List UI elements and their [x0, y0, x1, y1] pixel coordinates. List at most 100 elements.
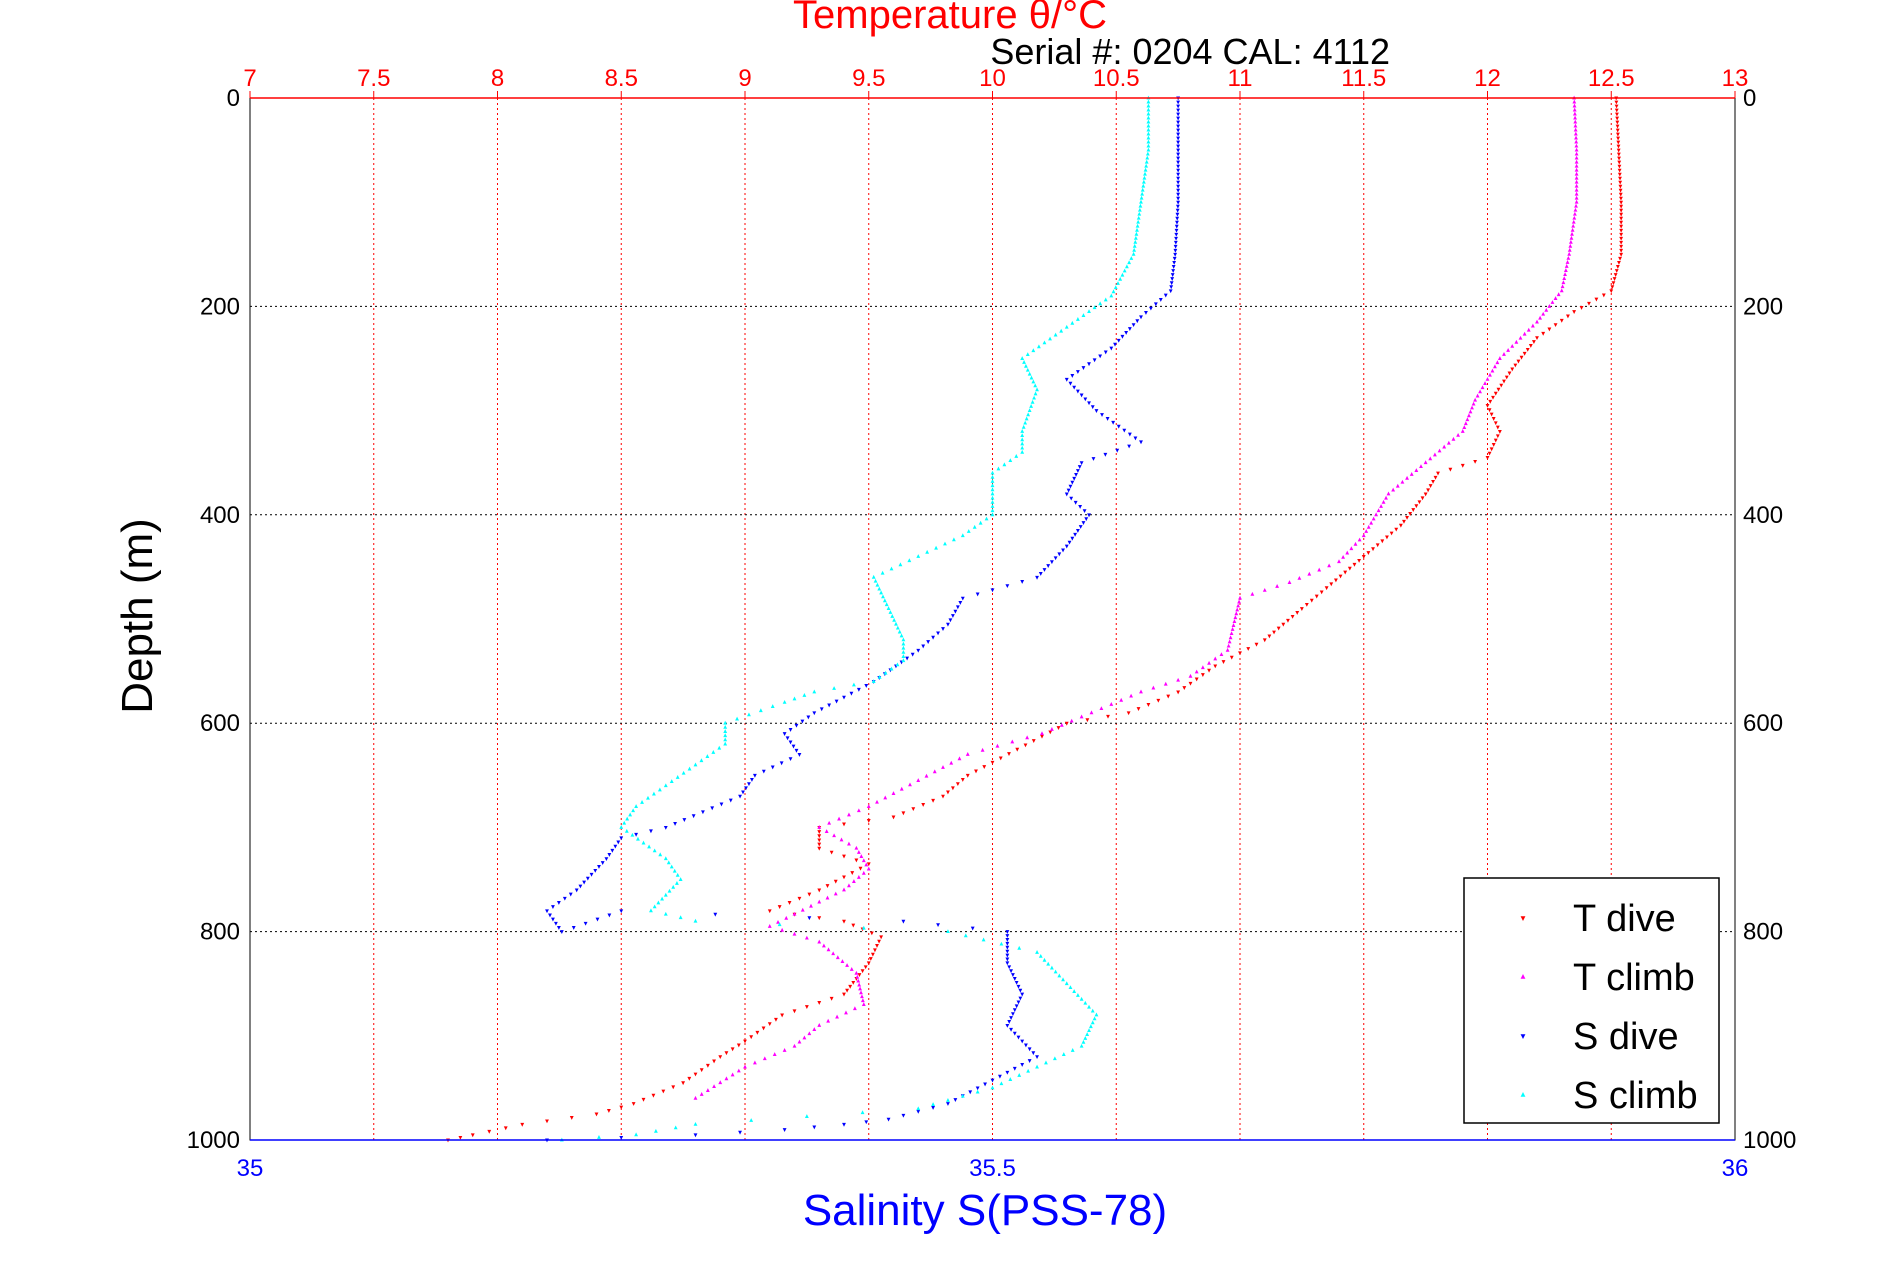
data-point: [671, 1085, 676, 1090]
data-point: [1615, 116, 1620, 121]
data-point: [842, 887, 846, 892]
data-point: [1023, 363, 1028, 368]
temperature-tick-label: 8: [491, 65, 504, 92]
data-point: [866, 819, 871, 823]
data-point: [1073, 532, 1078, 537]
data-point: [711, 749, 716, 754]
data-point: [1176, 188, 1181, 193]
depth-tick-label-right: 0: [1743, 85, 1756, 112]
data-point: [1617, 172, 1622, 177]
data-point: [1064, 324, 1069, 329]
data-point: [1176, 144, 1181, 149]
temperature-tick-label: 10: [979, 65, 1006, 92]
data-point: [899, 786, 904, 791]
data-point: [1040, 734, 1044, 739]
data-point: [817, 1001, 822, 1005]
data-point: [1098, 354, 1103, 359]
data-point: [880, 570, 885, 575]
data-point: [785, 736, 790, 741]
data-point: [1081, 1039, 1086, 1044]
data-point: [953, 1098, 958, 1103]
data-point: [1118, 276, 1123, 281]
data-point: [1035, 1055, 1039, 1060]
data-point: [891, 815, 896, 820]
data-point: [1513, 363, 1518, 368]
data-point: [1572, 310, 1577, 315]
data-point: [1094, 409, 1099, 413]
data-point: [1423, 492, 1428, 497]
data-point: [812, 711, 817, 716]
data-point: [1233, 615, 1238, 620]
data-point: [1176, 176, 1181, 181]
data-point: [1200, 665, 1205, 670]
data-point: [1176, 184, 1181, 189]
data-point: [1090, 405, 1095, 410]
data-point: [1048, 730, 1053, 735]
data-point: [817, 846, 822, 851]
data-point: [1090, 1008, 1095, 1013]
data-point: [1163, 293, 1168, 298]
data-point: [1056, 726, 1061, 730]
data-point: [788, 757, 793, 762]
data-point: [1174, 236, 1178, 241]
data-point: [990, 499, 995, 504]
data-point: [1566, 255, 1571, 260]
data-point: [1025, 735, 1030, 740]
data-point: [1135, 227, 1139, 232]
depth-tick-label-right: 400: [1743, 502, 1783, 529]
data-point: [1166, 694, 1171, 699]
data-point: [1446, 440, 1451, 445]
data-point: [1081, 366, 1086, 371]
data-point: [943, 541, 947, 546]
data-point: [1428, 484, 1433, 489]
data-point: [1131, 323, 1136, 328]
data-point: [1522, 351, 1527, 356]
data-point: [1020, 356, 1025, 360]
data-point: [847, 812, 851, 817]
series-t-climb: [693, 95, 1579, 1100]
data-point: [1405, 515, 1409, 520]
data-point: [958, 601, 963, 605]
data-point: [983, 1082, 987, 1087]
data-point: [1483, 381, 1487, 385]
data-point: [948, 618, 953, 623]
data-point: [1619, 232, 1624, 237]
data-point: [1116, 281, 1120, 285]
data-point: [693, 918, 698, 923]
data-point: [1207, 668, 1211, 673]
data-point: [667, 888, 672, 893]
data-point: [619, 1105, 624, 1110]
data-point: [1127, 260, 1132, 265]
data-point: [864, 862, 869, 867]
data-point: [1471, 401, 1476, 406]
data-point: [957, 756, 962, 761]
data-point: [848, 984, 853, 989]
data-point: [1087, 513, 1091, 518]
data-point: [782, 1128, 787, 1132]
data-point: [1064, 721, 1069, 726]
data-point: [723, 741, 728, 746]
data-point: [1015, 747, 1020, 752]
data-point: [1072, 385, 1077, 390]
data-point: [1374, 512, 1379, 517]
data-point: [856, 875, 861, 879]
data-point: [1544, 307, 1549, 312]
y-axis-label: Depth (m): [113, 518, 162, 714]
data-point: [1574, 159, 1579, 164]
data-point: [950, 614, 955, 618]
data-point: [1431, 480, 1435, 484]
data-point: [856, 978, 861, 983]
data-point: [856, 850, 861, 854]
data-point: [1535, 336, 1539, 341]
data-point: [1139, 315, 1143, 320]
data-point: [797, 753, 802, 757]
data-point: [792, 911, 797, 916]
data-point: [556, 925, 561, 930]
data-point: [817, 899, 822, 904]
data-point: [1460, 463, 1465, 468]
data-point: [1005, 584, 1010, 589]
data-point: [634, 804, 639, 808]
data-point: [1487, 451, 1492, 456]
salinity-tick-label: 35: [237, 1155, 264, 1182]
data-point: [990, 1085, 995, 1090]
